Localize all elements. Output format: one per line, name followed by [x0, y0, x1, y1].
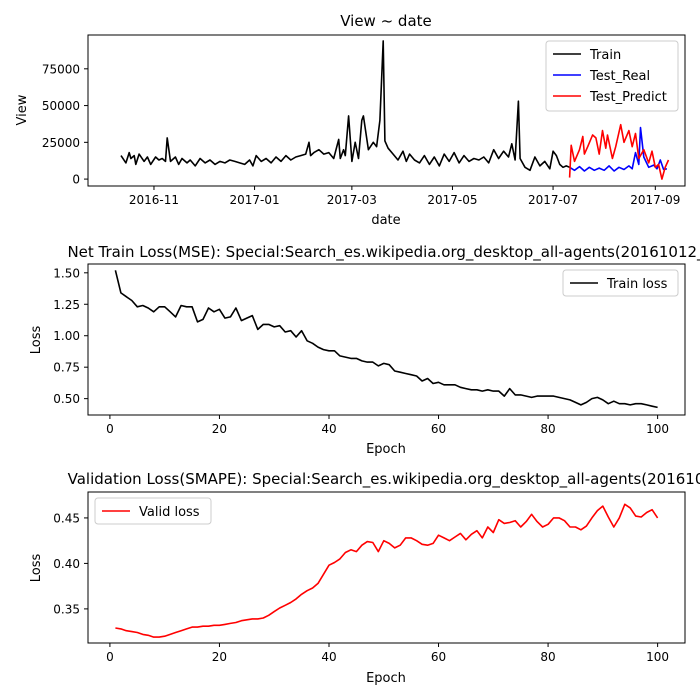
plot-frame	[87, 34, 686, 187]
legend: Train loss	[562, 269, 679, 297]
series-line-test-predict	[568, 123, 670, 180]
y-tick-label: 0	[72, 173, 80, 187]
x-axis-label: Epoch	[366, 442, 406, 457]
legend-label-test-real: Test_Real	[589, 69, 650, 84]
y-tick-label: 0.50	[53, 392, 80, 406]
x-tick-label: 100	[646, 650, 669, 664]
x-tick-label: 40	[321, 650, 336, 664]
x-tick-label: 2017-03	[327, 193, 377, 207]
legend-label-train: Train	[589, 48, 621, 63]
legend-box	[545, 40, 679, 112]
x-tick-label: 80	[540, 422, 555, 436]
x-axis-label: Epoch	[366, 671, 406, 686]
series-line-train	[120, 40, 570, 172]
x-tick-label: 60	[431, 422, 446, 436]
x-tick-label: 2017-09	[630, 193, 680, 207]
y-tick-label: 0.40	[53, 557, 80, 571]
x-tick-label: 20	[212, 422, 227, 436]
legend-label-valid-loss: Valid loss	[139, 505, 200, 520]
x-tick-label: 2017-05	[427, 193, 477, 207]
y-tick-label: 0.45	[53, 511, 80, 525]
series-line-valid-loss	[115, 503, 659, 638]
x-tick-label: 60	[431, 650, 446, 664]
panel-view-date: View ~ date date View 2016-11 2017-01 2017…	[15, 12, 686, 228]
x-tick-label: 0	[106, 650, 114, 664]
y-tick-label: 1.00	[53, 329, 80, 343]
y-axis-label: View	[15, 94, 30, 125]
y-tick-label: 0.35	[53, 602, 80, 616]
x-tick-label: 80	[540, 650, 555, 664]
series-line-train-loss	[114, 270, 658, 409]
panel-train-loss: Net Train Loss(MSE): Special:Search_es.w…	[29, 243, 700, 457]
y-tick-label: 50000	[42, 99, 80, 113]
y-tick-label: 1.50	[53, 266, 80, 280]
y-axis-label: Loss	[29, 326, 44, 355]
legend: Valid loss	[94, 497, 212, 525]
x-tick-label: 40	[321, 422, 336, 436]
chart-title: View ~ date	[340, 12, 432, 30]
y-tick-label: 1.25	[53, 298, 80, 312]
chart-title: Net Train Loss(MSE): Special:Search_es.w…	[67, 243, 700, 262]
x-tick-label: 20	[212, 650, 227, 664]
y-tick-label: 75000	[42, 62, 80, 76]
panel-validation-loss: Validation Loss(SMAPE): Special:Search_e…	[29, 470, 700, 686]
x-axis-label: date	[371, 213, 400, 228]
x-tick-label: 2017-01	[229, 193, 279, 207]
legend-label-test-predict: Test_Predict	[589, 90, 667, 105]
plot-frame	[87, 263, 686, 416]
plot-frame	[87, 491, 686, 644]
x-tick-label: 2017-07	[528, 193, 578, 207]
x-tick-label: 100	[646, 422, 669, 436]
legend: Train Test_Real Test_Predict	[545, 40, 679, 112]
y-tick-label: 25000	[42, 136, 80, 150]
x-tick-label: 0	[106, 422, 114, 436]
y-axis-label: Loss	[29, 554, 44, 583]
legend-label-train-loss: Train loss	[606, 277, 668, 292]
legend-box	[94, 497, 212, 525]
x-tick-label: 2016-11	[129, 193, 179, 207]
y-tick-label: 0.75	[53, 361, 80, 375]
legend-box	[562, 269, 679, 297]
chart-title: Validation Loss(SMAPE): Special:Search_e…	[68, 470, 700, 489]
